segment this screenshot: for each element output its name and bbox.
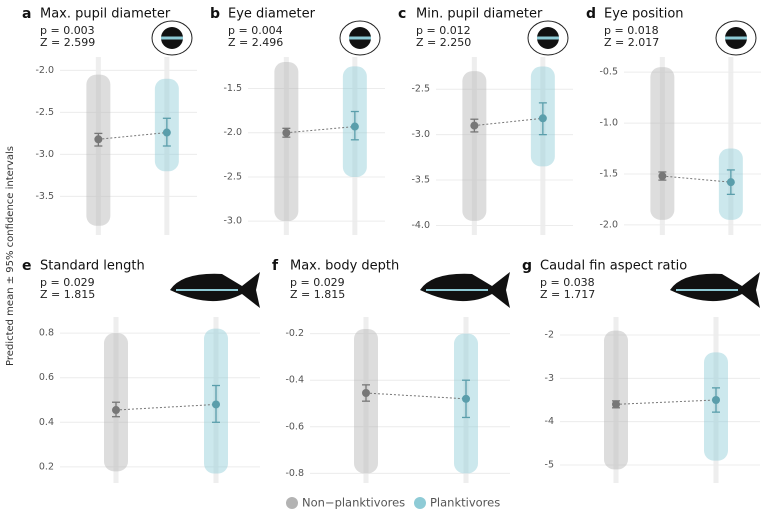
mean-connector: [662, 175, 731, 183]
y-tick-label: -0.4: [285, 375, 304, 386]
point-spread: [462, 71, 487, 221]
y-tick-label: -2: [545, 330, 554, 341]
mean-point: [112, 406, 120, 415]
z-value: Z = 2.599: [40, 36, 95, 49]
mean-point: [712, 396, 720, 404]
point-spread: [604, 330, 628, 470]
y-tick-label: -2.0: [599, 219, 618, 230]
y-tick-label: -0.5: [599, 67, 618, 78]
z-value: Z = 2.017: [604, 36, 659, 49]
legend-swatch: [286, 497, 298, 509]
y-tick-label: -3.0: [411, 129, 430, 140]
y-tick-label: -1.0: [599, 118, 618, 129]
mean-point: [350, 122, 359, 131]
y-tick-label: -3.5: [35, 191, 54, 202]
y-tick-label: -0.6: [285, 421, 304, 432]
legend-label: Planktivores: [430, 496, 500, 510]
mean-point: [726, 178, 735, 187]
p-value: p = 0.004: [228, 24, 283, 37]
mean-connector: [615, 399, 717, 405]
z-value: Z = 1.717: [540, 288, 595, 301]
mean-connector: [115, 403, 217, 411]
panel-title: Standard length: [40, 259, 145, 274]
p-value: p = 0.029: [40, 276, 95, 289]
y-tick-label: -5: [545, 460, 554, 471]
y-tick-label: -4.0: [411, 220, 430, 231]
panel-letter: a: [22, 6, 31, 22]
z-value: Z = 2.250: [416, 36, 471, 49]
y-tick-label: -4: [545, 416, 554, 427]
y-tick-label: -2.5: [411, 84, 430, 95]
y-tick-label: -3: [545, 373, 554, 384]
y-tick-label: -0.2: [285, 328, 304, 339]
z-value: Z = 1.815: [290, 288, 345, 301]
y-tick-label: -3.0: [35, 149, 54, 160]
panel-letter: c: [398, 6, 406, 22]
mean-point: [612, 400, 620, 409]
legend-label: Non−planktivores: [302, 496, 405, 510]
mean-point: [362, 389, 370, 398]
y-tick-label: -2.0: [35, 65, 54, 76]
y-tick-label: -2.5: [35, 107, 54, 118]
mean-point: [470, 121, 479, 130]
y-tick-label: 0.2: [39, 461, 54, 472]
panel-letter: f: [272, 258, 279, 274]
mean-connector: [474, 117, 543, 127]
y-tick-label: -3.5: [411, 175, 430, 186]
mean-point: [538, 114, 547, 123]
mean-point: [658, 172, 667, 181]
y-axis-label: Predicted mean ± 95% confidence interval…: [5, 146, 16, 366]
y-tick-label: 0.8: [39, 328, 54, 339]
point-spread: [86, 74, 111, 226]
y-tick-label: -0.8: [285, 468, 304, 479]
mean-connector: [286, 126, 355, 134]
mean-connector: [365, 392, 467, 400]
point-spread: [650, 67, 675, 220]
point-spread: [274, 62, 299, 222]
panel-title: Eye diameter: [228, 7, 316, 22]
y-tick-label: -1.5: [223, 83, 242, 94]
p-value: p = 0.003: [40, 24, 95, 37]
z-value: Z = 1.815: [40, 288, 95, 301]
panel-title: Max. body depth: [290, 259, 399, 274]
mean-point: [462, 394, 470, 403]
p-value: p = 0.029: [290, 276, 345, 289]
mean-connector: [98, 132, 167, 140]
mean-point: [212, 400, 220, 409]
panel-letter: d: [586, 6, 596, 22]
panel-title: Min. pupil diameter: [416, 7, 543, 22]
panel-letter: g: [522, 258, 532, 274]
y-tick-label: 0.4: [39, 417, 54, 428]
panel-letter: e: [22, 258, 32, 274]
panel-title: Caudal fin aspect ratio: [540, 259, 687, 274]
y-tick-label: -1.5: [599, 169, 618, 180]
mean-point: [162, 128, 171, 137]
mean-point: [94, 135, 103, 144]
legend-swatch: [414, 497, 426, 509]
p-value: p = 0.038: [540, 276, 595, 289]
y-tick-label: -3.0: [223, 216, 242, 227]
panel-title: Max. pupil diameter: [40, 7, 171, 22]
p-value: p = 0.018: [604, 24, 659, 37]
panel-title: Eye position: [604, 7, 684, 22]
mean-point: [282, 128, 291, 137]
y-tick-label: -2.5: [223, 171, 242, 182]
p-value: p = 0.012: [416, 24, 471, 37]
y-tick-label: 0.6: [39, 372, 54, 383]
y-tick-label: -2.0: [223, 127, 242, 138]
panel-letter: b: [210, 6, 220, 22]
z-value: Z = 2.496: [228, 36, 283, 49]
